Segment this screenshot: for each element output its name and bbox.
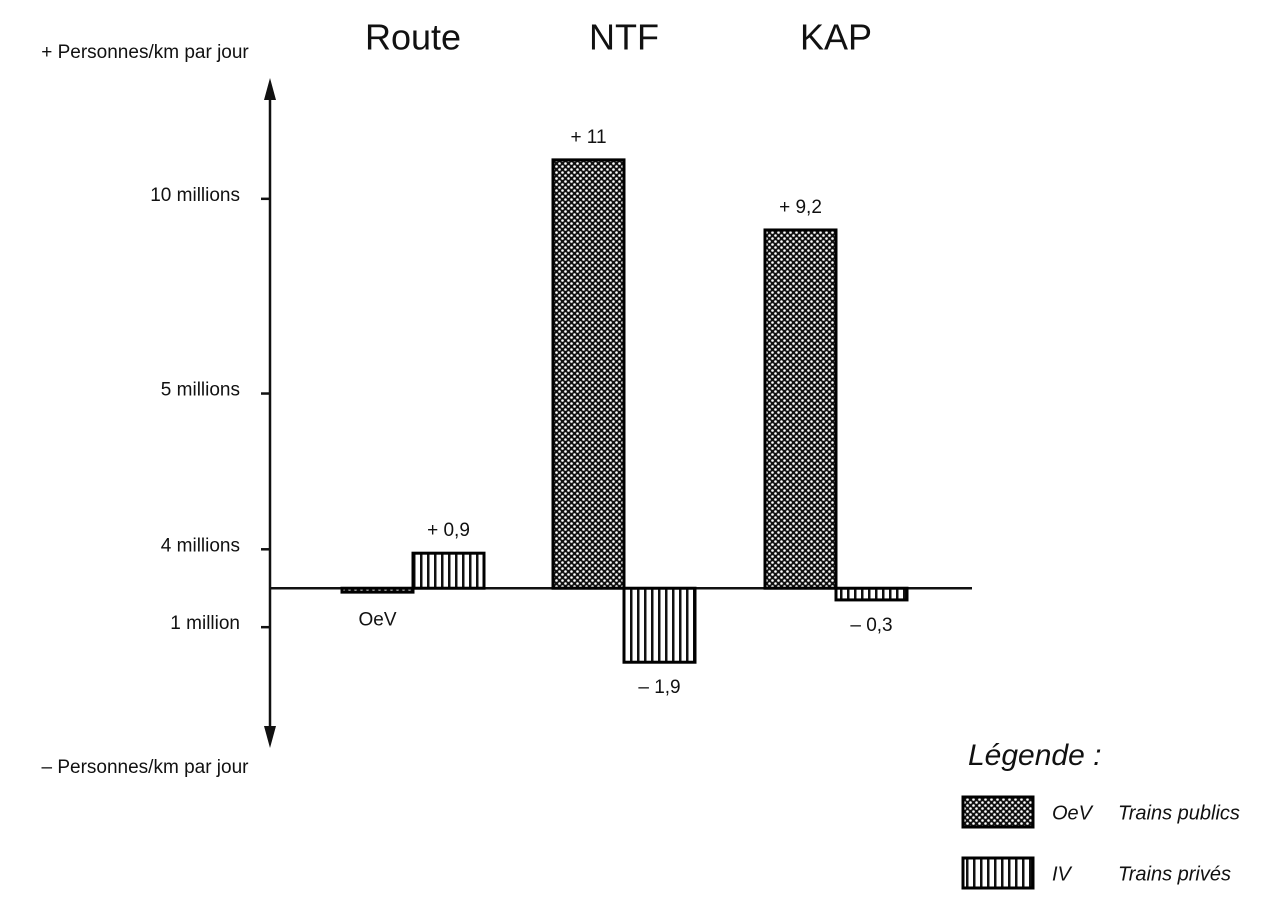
annotation: OeV (358, 609, 396, 630)
category-label: KAP (800, 17, 872, 58)
legend-description: Trains publics (1118, 802, 1240, 824)
category-label: Route (365, 17, 461, 58)
bar (622, 586, 697, 664)
y-tick-label: 4 millions (161, 535, 240, 556)
legend-swatch (961, 795, 1035, 829)
y-label-bottom: – Personnes/km par jour (42, 757, 250, 778)
legend-name: OeV (1052, 802, 1094, 824)
legend-description: Trains privés (1118, 863, 1231, 885)
y-label-top: + Personnes/km par jour (41, 42, 249, 63)
legend-name: IV (1052, 863, 1073, 885)
category-label: NTF (589, 17, 659, 58)
legend-swatch (961, 856, 1035, 890)
value-label: + 0,9 (427, 520, 470, 541)
bar (763, 228, 838, 590)
y-tick-label: 1 million (170, 613, 240, 634)
y-tick-label: 5 millions (161, 380, 240, 401)
value-label: + 9,2 (779, 197, 822, 218)
value-label: + 11 (570, 127, 606, 148)
bar (340, 586, 415, 594)
legend-title: Légende : (968, 739, 1101, 772)
bar (551, 158, 626, 590)
bar (834, 586, 909, 602)
value-label: – 0,3 (850, 615, 892, 636)
bar (411, 551, 486, 590)
y-axis (264, 78, 276, 748)
y-tick-label: 10 millions (150, 185, 240, 206)
value-label: – 1,9 (638, 677, 680, 698)
